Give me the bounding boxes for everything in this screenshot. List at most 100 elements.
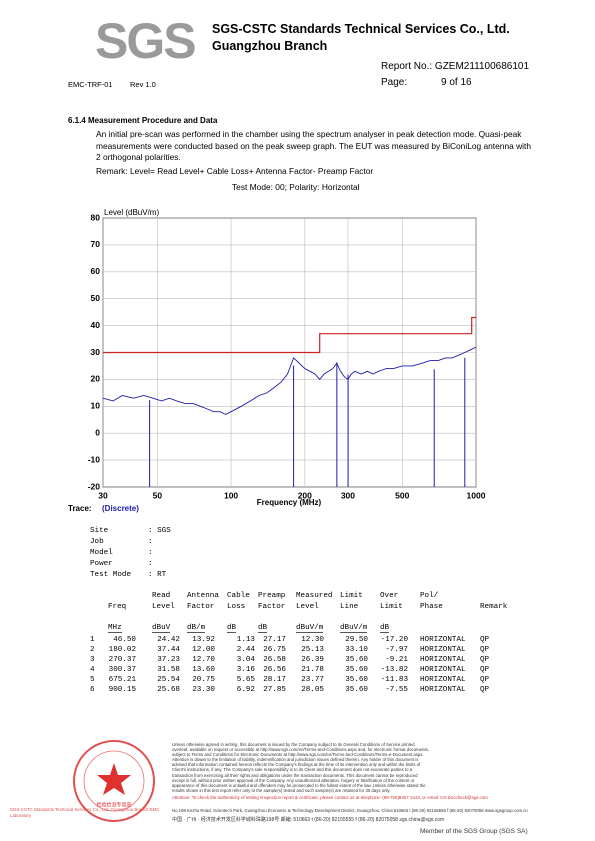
- info-value: : RT: [148, 571, 167, 579]
- cell: HORIZONTAL: [420, 676, 466, 684]
- cell: 23.30: [192, 686, 215, 694]
- column-unit: dBuV/m: [296, 624, 324, 633]
- column-top: Preamp: [258, 592, 286, 600]
- cell: HORIZONTAL: [420, 656, 466, 664]
- section-title: 6.1.4 Measurement Procedure and Data: [68, 116, 218, 125]
- cell: -11.83: [380, 676, 408, 684]
- column-unit: dB: [258, 624, 268, 633]
- y-tick-label: 80: [91, 212, 101, 222]
- cell: -17.20: [380, 636, 408, 644]
- x-tick-label: 300: [341, 490, 355, 500]
- cell: 12.30: [301, 636, 324, 644]
- paragraph: An initial pre-scan was performed in the…: [96, 129, 531, 162]
- y-tick-label: -10: [88, 454, 101, 464]
- y-tick-label: -20: [88, 481, 101, 491]
- company: SGS-CSTC Standards Technical Services Co…: [212, 22, 510, 36]
- cell: 46.50: [113, 636, 136, 644]
- report-no: Report No.: GZEM211100686101: [381, 61, 530, 72]
- column-top: Pol/: [420, 592, 439, 600]
- info-value: :: [148, 560, 153, 568]
- stamp-star: [97, 763, 131, 795]
- test-mode: Test Mode: 00; Polarity: Horizontal: [232, 182, 360, 192]
- column-unit: dBuV/m: [340, 624, 368, 633]
- cell: 27.85: [263, 686, 286, 694]
- address-en: No.198 Kezhu Road, Scientech Park, Guang…: [172, 808, 528, 813]
- column-top: Over: [380, 592, 399, 600]
- y-tick-label: 50: [91, 293, 101, 303]
- cell: 675.21: [108, 676, 136, 684]
- stamp-inner: 检验检测专用章: [96, 801, 131, 808]
- info-label: Power: [90, 560, 113, 568]
- column-unit: dB: [380, 624, 390, 633]
- y-tick-label: 40: [91, 320, 101, 330]
- column-unit: dBuV: [152, 624, 171, 633]
- cell: 5: [90, 676, 95, 684]
- cell: 25.54: [157, 676, 180, 684]
- cell: 1.13: [236, 636, 255, 644]
- cell: 5.65: [236, 676, 255, 684]
- column-main: Factor: [258, 603, 286, 611]
- x-tick-label: 50: [153, 490, 163, 500]
- series-line: [102, 346, 477, 415]
- cell: 6: [90, 686, 95, 694]
- address-cn: 中国 · 广州 · 经济技术开发区科学城科珠路198号 邮编: 510663 t…: [172, 817, 445, 823]
- info-value: : SGS: [148, 527, 171, 535]
- column-main: Freq: [108, 603, 127, 611]
- member: Member of the SGS Group (SGS SA): [420, 828, 528, 835]
- column-unit: dB: [227, 624, 237, 633]
- cell: QP: [480, 676, 490, 684]
- y-tick-label: 30: [91, 347, 101, 357]
- cell: 3.16: [236, 666, 255, 674]
- result-table: Freq MHz Read Level dBuV Antenna Factor dB/m Cab…: [90, 592, 530, 702]
- disclaimer-line: except in full, without prior written ap…: [172, 777, 415, 783]
- column-main: Loss: [227, 603, 246, 611]
- cell: 2.44: [236, 646, 255, 654]
- cell: 26.39: [301, 656, 324, 664]
- x-tick-label: 100: [224, 490, 238, 500]
- cell: 31.58: [157, 666, 180, 674]
- stamp-circle: [73, 740, 155, 822]
- x-tick-label: 500: [395, 490, 409, 500]
- cell: 29.50: [345, 636, 368, 644]
- cell: 28.17: [263, 676, 286, 684]
- info-label: Site: [90, 527, 109, 535]
- logo: SGS: [95, 13, 197, 69]
- cell: 35.60: [345, 676, 368, 684]
- cell: 270.37: [108, 656, 136, 664]
- y-tick-label: 70: [91, 239, 101, 249]
- cell: 25.68: [157, 686, 180, 694]
- column-main: Factor: [187, 603, 215, 611]
- cell: 3.04: [236, 656, 255, 664]
- disclaimer-line: appearance of this document is unlawful …: [172, 782, 426, 788]
- page-num: 9 of 16: [441, 77, 472, 88]
- cell: 12.00: [192, 646, 215, 654]
- disclaimer-line: Attention is drawn to the limitation of …: [172, 757, 419, 763]
- y-tick-label: 10: [91, 401, 101, 411]
- cell: 20.75: [192, 676, 215, 684]
- disclaimer-line: Unless otherwise agreed in writing, this…: [172, 742, 415, 747]
- cell: HORIZONTAL: [420, 666, 466, 674]
- disclaimer-line: transaction from exercising all their ri…: [172, 772, 418, 778]
- rev: Rev 1.0: [130, 80, 156, 89]
- column-top: Read: [152, 592, 171, 600]
- x-axis-label: Frequency (MHz): [257, 498, 322, 507]
- disclaimer-line: overleaf, available on request or access…: [172, 747, 429, 753]
- info-label: Test Mode: [90, 571, 132, 579]
- trace-value: (Discrete): [102, 504, 139, 513]
- column-unit: dB/m: [187, 624, 206, 633]
- series-line: [103, 316, 476, 354]
- cell: 6.92: [236, 686, 255, 694]
- cell: 25.13: [301, 646, 324, 654]
- info-label: Job: [90, 538, 104, 546]
- cell: -7.55: [385, 686, 408, 694]
- cell: 4: [90, 666, 95, 674]
- column-top: Cable: [227, 592, 250, 600]
- column-unit: MHz: [108, 624, 122, 633]
- column-top: Antenna: [187, 592, 219, 600]
- remark: Remark: Level= Read Level+ Cable Loss+ A…: [96, 166, 374, 176]
- cell: 28.05: [301, 686, 324, 694]
- cell: 2: [90, 646, 95, 654]
- cell: 35.60: [345, 656, 368, 664]
- cell: HORIZONTAL: [420, 686, 466, 694]
